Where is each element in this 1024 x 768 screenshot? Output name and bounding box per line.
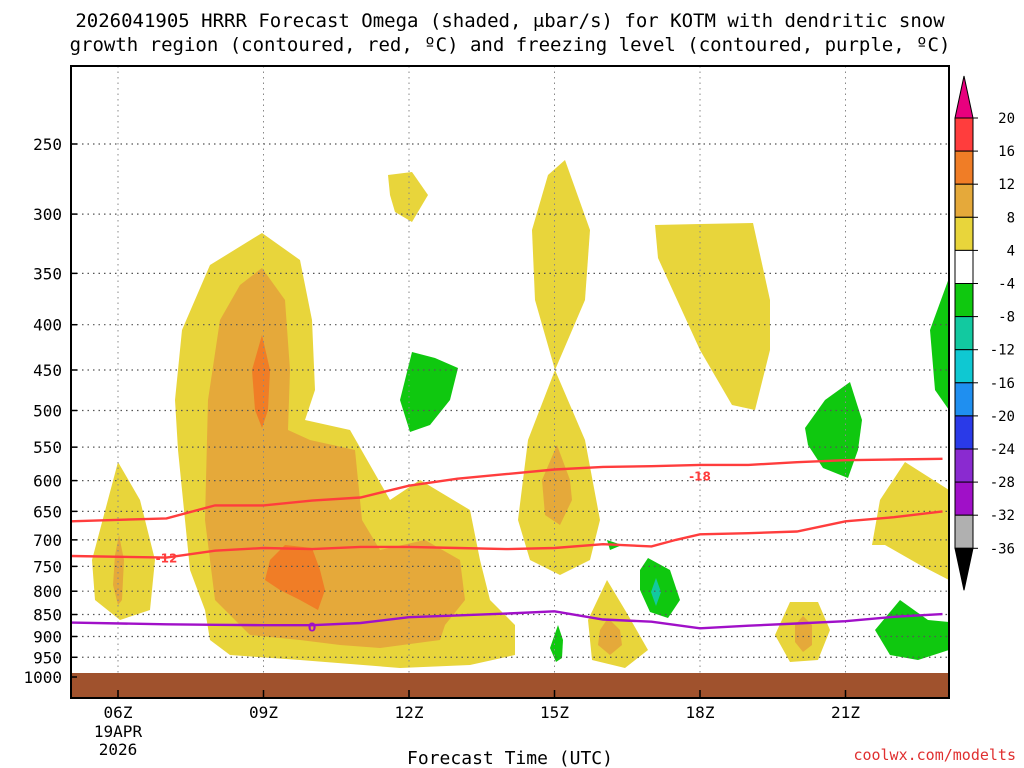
omega-rise-area-upper-18z (655, 223, 770, 410)
y-tick-label-600: 600 (33, 472, 62, 491)
omega-rise-peak-10z (265, 545, 325, 610)
colorbar-label--8: -8 (998, 310, 1015, 326)
colorbar-segment--8 (954, 316, 974, 351)
contour-line--12 (70, 510, 943, 559)
y-tick-label-650: 650 (33, 502, 62, 521)
chart-title-line1: 2026041905 HRRR Forecast Omega (shaded, … (75, 10, 945, 32)
colorbar-label--36: -36 (990, 541, 1015, 557)
x-tick-label-18Z: 18Z (686, 703, 715, 722)
omega-sink-area-12z (400, 352, 458, 432)
y-tick-label-550: 550 (33, 438, 62, 457)
y-tick-label-700: 700 (33, 531, 62, 550)
omega-rise-area-upper-12z (388, 172, 428, 222)
colorbar-label--28: -28 (990, 475, 1015, 491)
contour-label--18: -18 (689, 469, 711, 483)
colorbar-segment--24 (954, 448, 974, 483)
colorbar-segment--32 (954, 514, 974, 549)
omega-rise-core-06z (113, 535, 124, 605)
contour-line--18 (70, 457, 943, 523)
omega-rise-core-15z (542, 445, 572, 525)
x-tick-label-21Z: 21Z (831, 703, 860, 722)
colorbar-label--4: -4 (998, 277, 1015, 293)
colorbar-bottom-arrow (954, 547, 974, 591)
y-axis-pressure: 250 300 350 400 450 500 550 600 650 700 750 800 850 9… (23, 135, 77, 687)
y-tick-label-250: 250 (33, 135, 62, 154)
surface-ground-band (71, 673, 949, 698)
date-label-year: 2026 (99, 740, 138, 759)
omega-sink-area-23z-low (875, 600, 949, 660)
colorbar-segment-20 (954, 117, 974, 152)
omega-sink-area-21z (805, 382, 862, 478)
colorbar-segment--16 (954, 382, 974, 417)
y-tick-label-900: 900 (33, 627, 62, 646)
contour-label--12: -12 (156, 552, 178, 566)
omega-rise-core-20z (795, 616, 812, 652)
x-tick-label-06Z: 06Z (104, 703, 133, 722)
y-tick-label-300: 300 (33, 205, 62, 224)
omega-sink-area-15z-low (550, 625, 563, 662)
colorbar-label-4: 4 (1007, 243, 1015, 259)
y-tick-label-500: 500 (33, 402, 62, 421)
omega-rise-area-low-06z (92, 462, 155, 620)
colorbar-segment--4 (954, 283, 974, 318)
credit-label: coolwx.com/modelts (853, 746, 1016, 764)
y-tick-label-450: 450 (33, 361, 62, 380)
colorbar: 20 16 12 8 4 -4 -8 -12 -16 -20 -24 -28 -32 -36 (954, 75, 1015, 591)
colorbar-segment--20 (954, 415, 974, 450)
y-tick-label-400: 400 (33, 316, 62, 335)
contour-lines: -18 -12 0 (70, 457, 943, 635)
omega-rise-core-8-12 (205, 268, 465, 648)
colorbar-label-16: 16 (998, 144, 1015, 160)
omega-rise-area-upper-15z (532, 160, 590, 370)
x-tick-label-15Z: 15Z (540, 703, 569, 722)
dotted-grid (71, 66, 949, 698)
colorbar-segment-8 (954, 216, 974, 251)
x-axis-title: Forecast Time (UTC) (407, 748, 613, 768)
colorbar-label--32: -32 (990, 508, 1015, 524)
colorbar-segment-4 (954, 249, 974, 284)
y-tick-label-850: 850 (33, 606, 62, 625)
colorbar-label-20: 20 (998, 111, 1015, 127)
y-tick-label-950: 950 (33, 648, 62, 667)
x-tick-label-12Z: 12Z (395, 703, 424, 722)
omega-shading (92, 160, 949, 668)
x-tick-label-09Z: 09Z (249, 703, 278, 722)
colorbar-segment-12 (954, 183, 974, 218)
date-label-day: 19APR (94, 722, 143, 741)
omega-rise-area-low-23z (872, 462, 949, 580)
colorbar-top-arrow (954, 75, 974, 119)
colorbar-segment--28 (954, 481, 974, 516)
colorbar-segment-16 (954, 150, 974, 185)
colorbar-label--16: -16 (990, 376, 1015, 392)
y-tick-label-350: 350 (33, 264, 62, 283)
colorbar-label--24: -24 (990, 442, 1015, 458)
contour-line-0 (70, 610, 943, 630)
colorbar-label-12: 12 (998, 177, 1015, 193)
colorbar-label--12: -12 (990, 343, 1015, 359)
y-tick-label-800: 800 (33, 582, 62, 601)
omega-sink-core-17z (651, 578, 661, 606)
plot-frame (70, 65, 950, 699)
x-axis-time: 06Z 09Z 12Z 15Z 18Z 21Z (104, 690, 860, 722)
omega-rise-peak-09z (252, 335, 270, 428)
omega-sink-area-23z-upper (930, 278, 949, 410)
chart-title-line2: growth region (contoured, red, ºC) and f… (70, 34, 951, 56)
colorbar-label-8: 8 (1007, 210, 1015, 226)
omega-sink-area-17z (640, 558, 680, 618)
y-tick-label-750: 750 (33, 557, 62, 576)
y-tick-label-1000: 1000 (23, 668, 62, 687)
colorbar-segment--12 (954, 349, 974, 384)
contour-label-0: 0 (308, 621, 316, 635)
colorbar-label--20: -20 (990, 409, 1015, 425)
